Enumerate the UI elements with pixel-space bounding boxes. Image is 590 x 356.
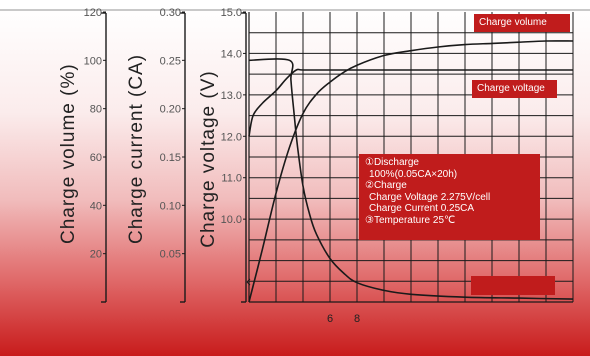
note-line: 100%(0.05CA×20h)	[369, 168, 458, 180]
tick-label: 40	[90, 200, 102, 212]
tick-label: 15.0	[221, 7, 242, 19]
tick-labels: 20 40 60 80 100 120 0.05 0.10 0.15 0.20 0.25 0.30 10…	[84, 7, 360, 325]
tick-label: 0.15	[160, 152, 181, 164]
charge-voltage-axis-title: Charge voltage (V)	[198, 70, 219, 248]
note-line: ①Discharge	[365, 157, 419, 168]
tick-label: 0.30	[160, 7, 181, 19]
tick-label: 80	[90, 104, 102, 116]
conditions-box: ①Discharge 100%(0.05CA×20h) ②Charge Char…	[359, 154, 540, 240]
tick-label: 0.25	[160, 55, 181, 67]
x-tick-label: 8	[354, 313, 360, 325]
tick-label: 0.20	[160, 104, 181, 116]
blank-label-box	[471, 276, 555, 295]
note-line: Charge Voltage 2.275V/cell	[369, 191, 491, 203]
x-tick-label: 6	[327, 313, 333, 325]
charge-volume-axis-title: Charge volume (%)	[58, 63, 79, 244]
tick-label: 20	[90, 249, 102, 261]
note-line: Charge Current 0.25CA	[369, 203, 475, 214]
tick-label: 14.0	[221, 48, 242, 60]
note-line: ②Charge	[365, 180, 407, 191]
legend-charge-volume: Charge volume	[474, 14, 570, 32]
tick-label: 120	[84, 7, 102, 19]
tick-label: 12.0	[221, 131, 242, 143]
tick-label: 100	[84, 55, 102, 67]
series-layer	[248, 40, 574, 303]
tick-label: 60	[90, 152, 102, 164]
note-line: ③Temperature 25℃	[365, 214, 456, 226]
tick-label: 10.0	[221, 214, 242, 226]
tick-label: 0.05	[160, 249, 181, 261]
tick-label: 11.0	[221, 173, 242, 185]
axis-origin-marker	[246, 278, 251, 286]
tick-label: 0.10	[160, 200, 181, 212]
series-charge-volume-line	[248, 40, 574, 303]
series-charge-voltage-line	[248, 68, 573, 137]
legend-charge-voltage: Charge voltage	[472, 80, 557, 98]
series-charge-current-line	[248, 58, 574, 300]
top-divider	[0, 9, 590, 11]
charge-current-axis-title: Charge current (CA)	[126, 53, 147, 244]
tick-label: 13.0	[221, 90, 242, 102]
